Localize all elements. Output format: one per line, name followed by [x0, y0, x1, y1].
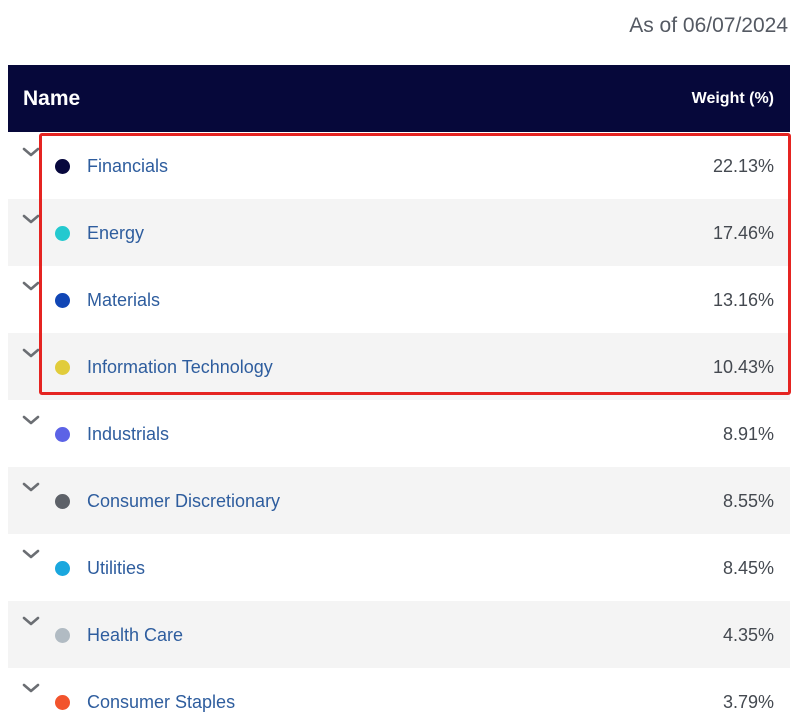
sector-name-link[interactable]: Consumer Discretionary	[87, 491, 281, 511]
sector-color-dot	[55, 494, 70, 509]
sector-name-link[interactable]: Utilities	[87, 558, 146, 578]
table-row[interactable]: Health Care 4.35%	[8, 601, 790, 668]
sector-weight: 8.45%	[722, 558, 774, 578]
sector-weight: 4.35%	[722, 625, 774, 645]
chevron-down-icon[interactable]	[22, 414, 40, 426]
table-row[interactable]: Industrials 8.91%	[8, 400, 790, 467]
sector-color-dot	[55, 427, 70, 442]
table-row[interactable]: Materials 13.16%	[8, 266, 790, 333]
chevron-down-icon[interactable]	[22, 481, 40, 493]
chevron-down-icon[interactable]	[22, 615, 40, 627]
table-row[interactable]: Consumer Staples 3.79%	[8, 668, 790, 727]
table-row[interactable]: Energy 17.46%	[8, 199, 790, 266]
sector-weight: 22.13%	[712, 156, 774, 176]
sector-name-link[interactable]: Financials	[87, 156, 169, 176]
sector-weight: 17.46%	[712, 223, 774, 243]
sector-color-dot	[55, 561, 70, 576]
sector-weight: 3.79%	[722, 692, 774, 712]
chevron-down-icon[interactable]	[22, 146, 40, 158]
sector-color-dot	[55, 226, 70, 241]
sector-name-link[interactable]: Industrials	[87, 424, 170, 444]
chevron-down-icon[interactable]	[22, 347, 40, 359]
table-row[interactable]: Utilities 8.45%	[8, 534, 790, 601]
sector-name-link[interactable]: Materials	[87, 290, 161, 310]
sector-color-dot	[55, 628, 70, 643]
sector-weight: 13.16%	[712, 290, 774, 310]
column-header-weight: Weight (%)	[691, 89, 774, 107]
sector-color-dot	[55, 293, 70, 308]
sector-color-dot	[55, 159, 70, 174]
sector-weight: 8.55%	[722, 491, 774, 511]
chevron-down-icon[interactable]	[22, 682, 40, 694]
sector-name-link[interactable]: Information Technology	[87, 357, 273, 377]
chevron-down-icon[interactable]	[22, 213, 40, 225]
sector-weight: 10.43%	[712, 357, 774, 377]
column-header-name: Name	[23, 86, 81, 110]
sector-color-dot	[55, 695, 70, 710]
table-header: Name Weight (%)	[8, 65, 790, 132]
chevron-down-icon[interactable]	[22, 280, 40, 292]
sector-weight: 8.91%	[722, 424, 774, 444]
sector-name-link[interactable]: Health Care	[87, 625, 184, 645]
sector-name-link[interactable]: Consumer Staples	[87, 692, 236, 712]
table-row[interactable]: Information Technology 10.43%	[8, 333, 790, 400]
table-row[interactable]: Financials 22.13%	[8, 132, 790, 199]
as-of-date: As of 06/07/2024	[629, 14, 788, 37]
sector-name-link[interactable]: Energy	[87, 223, 145, 243]
sector-color-dot	[55, 360, 70, 375]
sector-weights-table: Name Weight (%) Financials 22.13% Energy…	[8, 65, 790, 727]
chevron-down-icon[interactable]	[22, 548, 40, 560]
table-row[interactable]: Consumer Discretionary 8.55%	[8, 467, 790, 534]
